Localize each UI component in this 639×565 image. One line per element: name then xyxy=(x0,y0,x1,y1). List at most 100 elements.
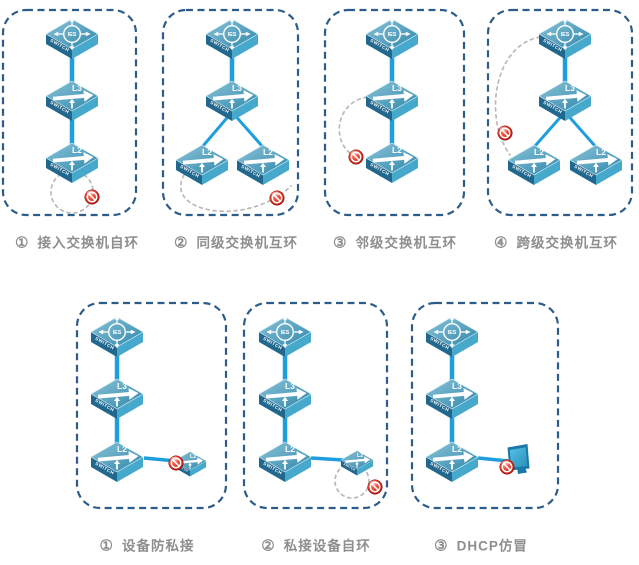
throughput-arrow-icon xyxy=(576,154,618,166)
label-text: DHCP仿冒 xyxy=(456,538,528,554)
switch-right-face xyxy=(596,160,622,185)
uplink-arrow-icon xyxy=(188,462,192,469)
switch-tier-label: L2 xyxy=(285,444,295,454)
switch-right-face xyxy=(72,96,98,121)
panel-label-adjacent-level-switch-mutual-loop: ③ 邻级交换机互环 xyxy=(333,236,457,251)
throughput-arrow-icon xyxy=(545,90,587,102)
switch-right-face xyxy=(285,394,311,419)
switch-tier-label: L3 xyxy=(452,381,462,391)
switch-left-face xyxy=(46,34,72,59)
switch-left-face xyxy=(366,96,392,121)
switch-tier-label: IES xyxy=(68,32,77,38)
label-text: 私接设备自环 xyxy=(283,538,371,554)
switch-tier-label: L3 xyxy=(392,83,402,93)
switch-left-face xyxy=(259,394,285,419)
ies-arrowheads-icon xyxy=(266,315,304,349)
switch-tier-label: L2 xyxy=(534,147,544,157)
throughput-arrow-icon xyxy=(243,154,285,166)
throughput-arrow-icon xyxy=(178,457,204,465)
switch-left-face xyxy=(426,394,452,419)
panel-border xyxy=(323,8,466,217)
uplink-arrow-icon xyxy=(562,98,568,109)
throughput-arrow-icon xyxy=(432,388,474,400)
panel-border xyxy=(1,8,138,217)
throughput-arrow-icon xyxy=(212,90,254,102)
switch-left-face xyxy=(340,460,357,476)
switch-tier-label: L3 xyxy=(117,381,127,391)
switch-right-face xyxy=(117,394,143,419)
switch-left-face xyxy=(237,160,263,185)
panel-border xyxy=(161,8,300,217)
switch-left-face xyxy=(539,34,565,59)
label-text: 跨级交换机互环 xyxy=(516,235,618,251)
prohibited-loop-icon xyxy=(269,190,285,206)
loop-dashed-path xyxy=(338,96,368,158)
panel-label-peer-switch-mutual-loop: ② 同级交换机互环 xyxy=(174,236,298,251)
switch-left-face xyxy=(91,332,117,357)
network-link xyxy=(477,456,509,463)
ies-arrowheads-icon xyxy=(433,315,471,349)
prohibited-loop-icon xyxy=(168,455,184,471)
throughput-arrow-icon xyxy=(52,152,94,164)
ies-arrowheads-icon xyxy=(213,17,251,51)
switch-right-face xyxy=(452,332,478,357)
switch-left-face xyxy=(91,394,117,419)
switch-left-face xyxy=(570,160,596,185)
switch-tier-label: L2 xyxy=(357,453,363,459)
switch-tier-label: L2 xyxy=(117,444,127,454)
switch-left-face xyxy=(259,457,285,482)
switch-tier-label: L2 xyxy=(190,454,196,460)
uplink-arrow-icon xyxy=(449,459,455,470)
throughput-arrow-icon xyxy=(345,456,371,464)
throughput-arrow-icon xyxy=(182,154,224,166)
uplink-arrow-icon xyxy=(114,396,120,407)
uplink-arrow-icon xyxy=(593,162,599,173)
label-text: 设备防私接 xyxy=(121,538,195,554)
monitor-screen xyxy=(509,447,528,468)
switch-left-face xyxy=(508,160,534,185)
prohibited-loop-icon xyxy=(348,149,364,165)
label-number: ① xyxy=(99,537,113,555)
throughput-arrow-icon xyxy=(265,451,307,463)
switch-tier-label: IES xyxy=(281,330,290,336)
switch-right-face xyxy=(452,394,478,419)
uplink-arrow-icon xyxy=(69,98,75,109)
ies-arrowheads-icon xyxy=(98,315,136,349)
switch-right-face xyxy=(117,457,143,482)
switch-right-face xyxy=(452,457,478,482)
switch-tier-label: L2 xyxy=(392,145,402,155)
switch-right-face xyxy=(190,461,207,477)
uplink-arrow-icon xyxy=(114,459,120,470)
throughput-arrow-icon xyxy=(432,451,474,463)
switch-right-face xyxy=(392,158,418,183)
switch-right-face xyxy=(357,460,374,476)
switch-right-face xyxy=(392,34,418,59)
panel-label-access-switch-self-loop: ① 接入交换机自环 xyxy=(15,236,139,251)
panel-border xyxy=(486,8,634,217)
switch-left-face xyxy=(366,158,392,183)
label-number: ③ xyxy=(333,234,347,252)
switch-right-face xyxy=(285,332,311,357)
ies-cross-arrows-icon xyxy=(57,21,87,47)
uplink-arrow-icon xyxy=(282,459,288,470)
loop-dashed-path xyxy=(494,36,541,156)
